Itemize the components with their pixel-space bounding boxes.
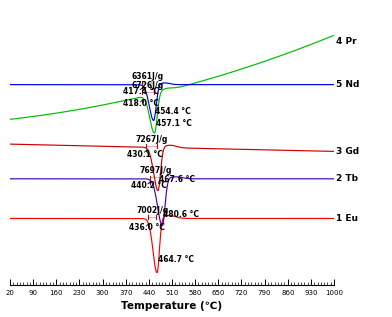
Text: 7267J/g: 7267J/g	[136, 135, 168, 144]
Text: 6726J/g: 6726J/g	[132, 81, 164, 90]
Text: 2 Tb: 2 Tb	[336, 174, 358, 183]
Text: 3 Gd: 3 Gd	[336, 146, 359, 156]
Text: 436.0 °C: 436.0 °C	[129, 223, 165, 232]
Text: 6361J/g: 6361J/g	[131, 72, 163, 81]
Text: 5 Nd: 5 Nd	[336, 80, 359, 89]
Text: 7697J/g: 7697J/g	[140, 166, 172, 175]
Text: 454.4 °C: 454.4 °C	[154, 107, 191, 116]
Text: 464.7 °C: 464.7 °C	[158, 255, 194, 264]
Text: 4 Pr: 4 Pr	[336, 37, 356, 46]
Text: 430.1 °C: 430.1 °C	[127, 150, 163, 158]
Text: 7002J/g: 7002J/g	[136, 206, 169, 215]
Text: 467.6 °C: 467.6 °C	[159, 176, 195, 184]
Text: 417.4 °C: 417.4 °C	[123, 87, 159, 96]
Text: 457.1 °C: 457.1 °C	[156, 119, 191, 128]
Text: 440.2 °C: 440.2 °C	[131, 181, 167, 190]
Text: 418.0 °C: 418.0 °C	[123, 99, 160, 108]
X-axis label: Temperature (℃): Temperature (℃)	[122, 301, 223, 311]
Text: 1 Eu: 1 Eu	[336, 214, 358, 223]
Text: 480.6 °C: 480.6 °C	[163, 210, 199, 219]
